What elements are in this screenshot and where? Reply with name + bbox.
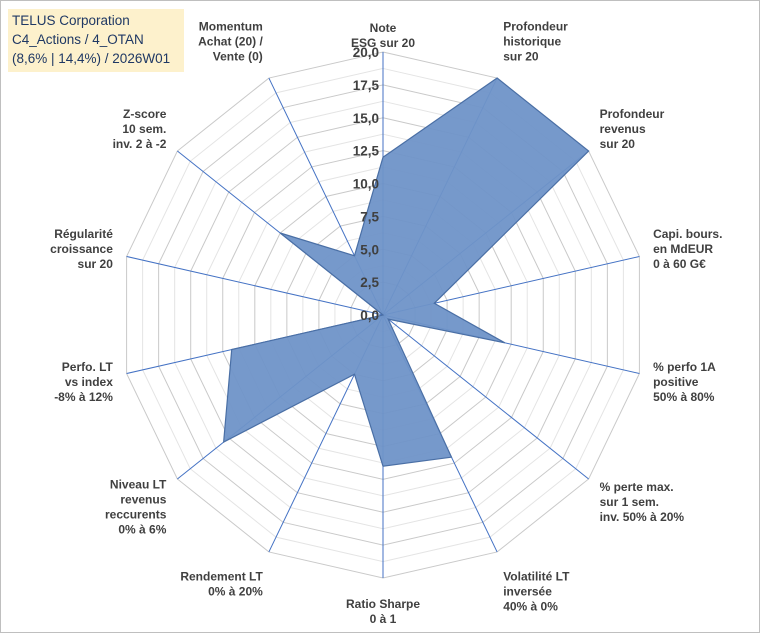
tick-labels: 0,0 2,5 5,0 7,5 10,0 12,5 15,0 17,5 20,0 [353,45,380,323]
axis-label-line: Rendement LT [180,570,263,584]
axis-label: Rendement LT 0% à 20% [180,570,263,599]
axis-label-line: Perfo. LT [62,360,114,374]
axis-label-line: sur 20 [600,137,636,151]
axis-label-line: revenus [120,492,166,506]
axis-label-line: historique [503,34,561,48]
title-line-1: TELUS Corporation [12,13,130,28]
title-line-3: (8,6% | 14,4%) / 2026W01 [12,51,171,66]
tick-label: 2,5 [360,275,379,290]
axis-label: Niveau LT revenus reccurents 0% à 6% [105,477,167,536]
axis-label-line: Niveau LT [110,477,167,491]
axis-label-line: Achat (20) / [198,34,263,48]
axis-label-line: ESG sur 20 [351,36,415,50]
axis-label-line: Capi. bours. [653,227,722,241]
axis-label-line: en MdEUR [653,242,713,256]
axis-label-line: 0% à 6% [118,522,166,536]
tick-label: 7,5 [360,209,379,224]
axis-label: % perte max. sur 1 sem. inv. 50% à 20% [600,480,685,524]
axis-label-line: % perte max. [600,480,674,494]
axis-label-line: croissance [50,242,113,256]
axis-label-line: inv. 50% à 20% [600,510,685,524]
axis-label-line: inv. 2 à -2 [113,137,167,151]
axis-spoke [382,314,589,480]
axis-label-line: 40% à 0% [503,600,558,614]
axis-label-line: vs index [65,375,113,389]
tick-label: 12,5 [353,144,380,159]
axis-spoke [126,255,384,316]
axis-label: Momentum Achat (20) / Vente (0) [198,19,263,63]
axis-label-line: 50% à 80% [653,390,715,404]
axis-label-line: Régularité [54,227,113,241]
axis-label: % perfo 1A positive 50% à 80% [653,360,716,404]
axis-label: Ratio Sharpe 0 à 1 [346,597,420,626]
axis-label-line: -8% à 12% [54,390,113,404]
axis-label-line: reccurents [105,507,167,521]
axis-label-line: sur 1 sem. [600,495,659,509]
axis-label-line: sur 20 [78,257,114,271]
axis-label-line: Z-score [123,107,167,121]
tick-label: 20,0 [353,45,379,60]
axis-label-line: 0 à 1 [370,612,397,626]
axis-label: Z-score 10 sem. inv. 2 à -2 [113,107,167,151]
axis-label-line: Profondeur [600,107,665,121]
axis-label-line: 0 à 60 G€ [653,257,706,271]
tick-label: 10,0 [353,177,379,192]
axis-label-line: % perfo 1A [653,360,716,374]
axis-label-line: Profondeur [503,19,568,33]
chart-title-box: TELUS Corporation C4_Actions / 4_OTAN (8… [8,9,184,72]
axis-label: Volatilité LT inversée 40% à 0% [503,570,570,614]
axis-label-line: inversée [503,585,552,599]
axis-label-line: 10 sem. [122,122,166,136]
tick-label: 5,0 [360,242,379,257]
axis-label-line: positive [653,375,699,389]
series-layer [222,77,590,467]
axis-label-line: Vente (0) [213,49,263,63]
tick-label: 0,0 [360,308,379,323]
axis-label: Régularité croissance sur 20 [50,227,113,271]
tick-label: 17,5 [353,78,380,93]
axis-label-line: Volatilité LT [503,570,570,584]
axis-label: Note ESG sur 20 [351,21,415,50]
axis-label: Profondeur historique sur 20 [503,19,568,63]
title-line-2: C4_Actions / 4_OTAN [12,32,144,47]
axis-label-line: Momentum [199,19,263,33]
axis-label-line: sur 20 [503,49,539,63]
axis-label-line: revenus [600,122,646,136]
tick-label: 15,0 [353,111,379,126]
axis-label: Capi. bours. en MdEUR 0 à 60 G€ [653,227,722,271]
axis-label-line: 0% à 20% [208,585,263,599]
axis-label: Profondeur revenus sur 20 [600,107,665,151]
axis-label: Perfo. LT vs index -8% à 12% [54,360,113,404]
axis-label-line: Note [370,21,397,35]
axis-label-line: Ratio Sharpe [346,597,420,611]
